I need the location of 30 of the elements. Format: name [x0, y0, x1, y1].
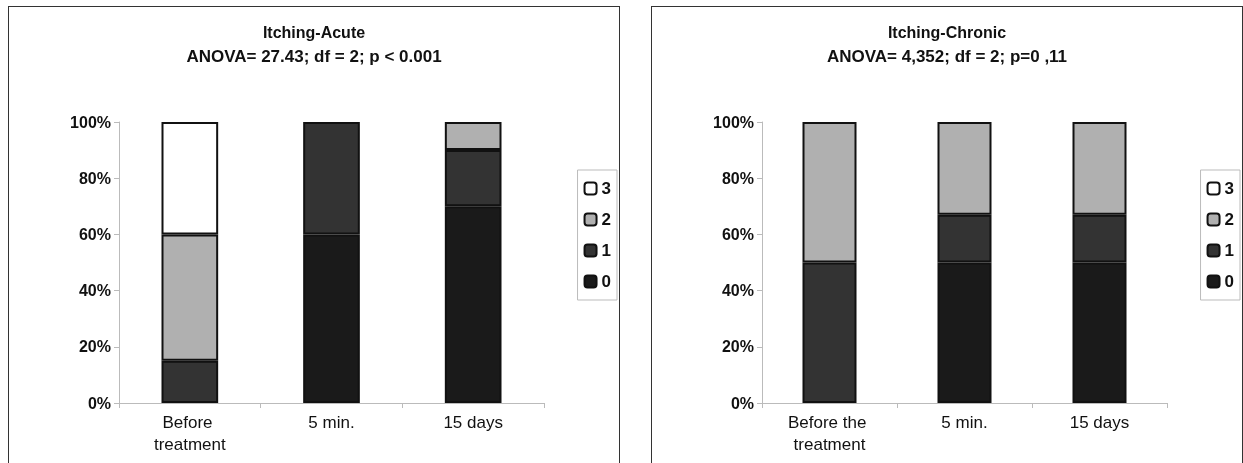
y-tick-label: 100% — [70, 113, 111, 131]
x-tick-label: 15 days — [1069, 412, 1130, 432]
y-tick-label: 20% — [78, 338, 111, 356]
x-tick-label: 15 days — [443, 412, 503, 432]
chart-subtitle: ANOVA= 4,352; df = 2; p=0 ,11 — [826, 47, 1068, 66]
legend-label: 2 — [1224, 210, 1235, 229]
y-tick-label: 20% — [721, 338, 754, 356]
x-tick-label: 5 min. — [308, 412, 355, 432]
legend-label: 0 — [1224, 272, 1235, 291]
y-tick-label: 0% — [730, 394, 754, 412]
x-tick-label: 5 min. — [941, 412, 988, 432]
y-tick-label: 40% — [721, 282, 754, 300]
legend-label: 0 — [601, 272, 612, 291]
legend-label: 2 — [601, 210, 612, 229]
y-tick-label: 80% — [721, 169, 754, 187]
x-tick-label: Before treatment — [153, 412, 227, 454]
legend-label: 1 — [1224, 241, 1235, 260]
chart-subtitle: ANOVA= 27.43; df = 2; p < 0.001 — [186, 47, 442, 66]
chart-title: Itching-Acute — [262, 23, 366, 41]
y-tick-label: 60% — [78, 225, 111, 243]
y-tick-label: 100% — [713, 113, 754, 131]
legend-label: 3 — [601, 179, 612, 198]
y-tick-label: 0% — [87, 394, 111, 412]
legend-label: 1 — [601, 241, 612, 260]
y-tick-label: 40% — [78, 282, 111, 300]
legend-label: 3 — [1224, 179, 1235, 198]
x-tick-label: Before the treatment — [787, 412, 872, 454]
y-tick-label: 60% — [721, 225, 754, 243]
y-tick-label: 80% — [78, 169, 111, 187]
chart-title: Itching-Chronic — [887, 23, 1007, 41]
